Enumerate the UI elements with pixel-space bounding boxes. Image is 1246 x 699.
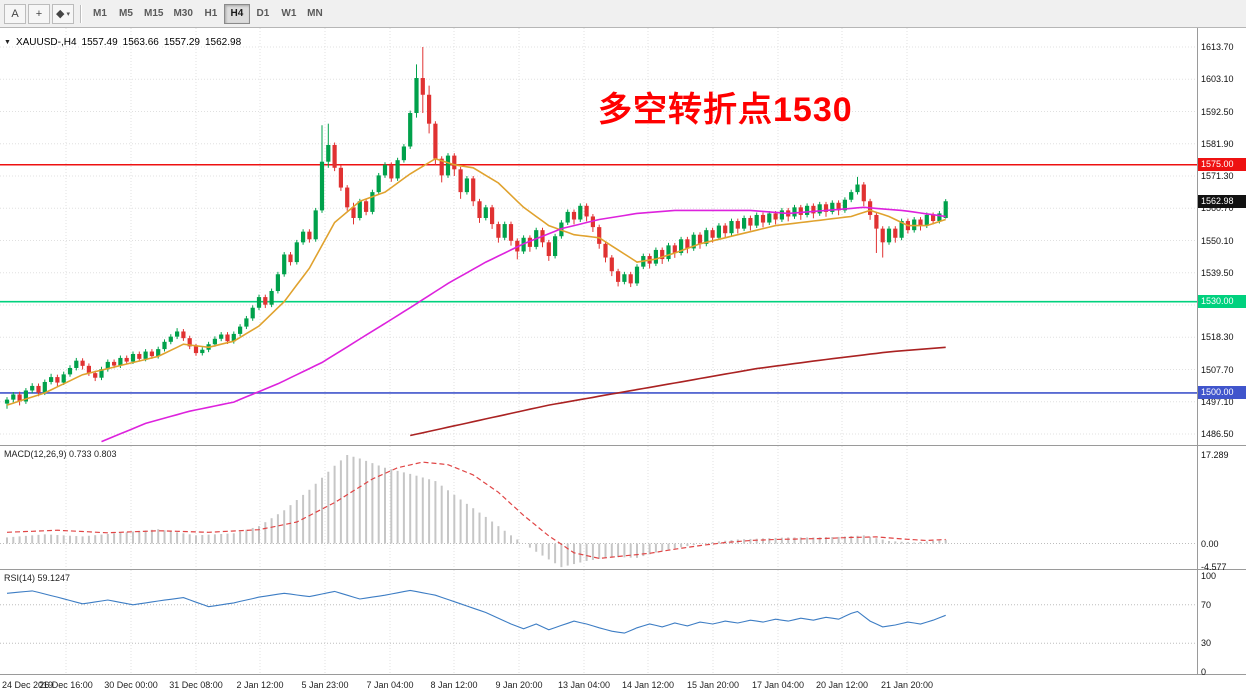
price-tick-label: 1581.90 — [1201, 138, 1234, 149]
rsi-axis[interactable]: 100 70 30 0 — [1197, 570, 1246, 677]
rsi-grid — [0, 570, 1197, 674]
timeframe-button-mn[interactable]: MN — [307, 8, 323, 19]
macd-tick-label: 17.289 — [1201, 450, 1229, 460]
time-tick-label: 14 Jan 12:00 — [621, 680, 675, 690]
rsi-tick-label: 0 — [1201, 667, 1207, 677]
price-tick-label: 1592.50 — [1201, 106, 1234, 117]
timeframe-buttons: M1 M5 M15 M30 H1 H4 D1 W1 MN — [87, 3, 328, 24]
symbol-ohlc-line: ▼ XAUUSD-,H4 1557.49 1563.66 1557.29 156… — [4, 37, 241, 48]
macd-axis[interactable]: 17.289 0.00 -4.577 — [1197, 446, 1246, 572]
rsi-label: RSI(14) 59.1247 — [4, 573, 71, 583]
timeframe-button-d1[interactable]: D1 — [256, 8, 270, 19]
rsi-canvas[interactable] — [0, 570, 1197, 674]
quick-trade-toggle-icon[interactable]: ▼ — [4, 39, 11, 46]
time-tick-label: 30 Dec 00:00 — [104, 680, 158, 690]
price-tick-label: 1539.50 — [1201, 267, 1234, 278]
chart-annotation-text[interactable]: 多空转折点1530 — [598, 91, 853, 129]
ma-slow-darkred — [410, 346, 946, 437]
time-tick-label: 5 Jan 23:00 — [301, 680, 349, 690]
timeframe-button-m1[interactable]: M1 — [93, 8, 107, 19]
price-tick-label: 1497.10 — [1201, 396, 1234, 407]
price-tick-label: 1486.50 — [1201, 429, 1234, 439]
rsi-panel: RSI(14) 59.1247 100 70 30 0 — [0, 570, 1246, 677]
price-axis[interactable]: 1613.70 1603.10 1592.50 1581.90 1571.30 1560.… — [1197, 28, 1246, 445]
macd-signal-line — [6, 461, 946, 560]
price-tick-label: 1507.70 — [1201, 364, 1234, 375]
cursor-tool-button[interactable]: A — [4, 3, 26, 24]
time-tick-label: 17 Jan 04:00 — [751, 680, 805, 690]
price-line-badge-1500.00: 1500.00 — [1198, 386, 1246, 400]
time-tick-label: 7 Jan 04:00 — [366, 680, 414, 690]
time-tick-label: 20 Jan 12:00 — [815, 680, 869, 690]
time-tick-label: 13 Jan 04:00 — [557, 680, 611, 690]
macd-tick-label: -4.577 — [1201, 562, 1227, 572]
tool-buttons: A + ◆ ▾ — [3, 3, 75, 24]
price-tick-label: 1560.70 — [1201, 203, 1234, 214]
macd-grid — [0, 446, 1197, 569]
timeframe-button-w1[interactable]: W1 — [281, 8, 297, 19]
price-line-badge-1575.00: 1575.00 — [1198, 158, 1246, 172]
time-tick-label: 31 Dec 08:00 — [169, 680, 223, 690]
macd-histogram — [6, 454, 947, 568]
objects-dropdown-button[interactable]: ◆ ▾ — [52, 3, 74, 24]
chevron-down-icon: ▾ — [66, 10, 70, 18]
price-tick-label: 1603.10 — [1201, 74, 1234, 85]
macd-canvas[interactable] — [0, 446, 1197, 569]
main-chart-canvas[interactable] — [0, 28, 1197, 445]
rsi-tick-label: 30 — [1201, 638, 1212, 649]
time-tick-label: 24 Dec 2019 — [2, 680, 54, 690]
macd-label: MACD(12,26,9) 0.733 0.803 — [4, 449, 117, 459]
last-price-badge: 1562.98 — [1198, 194, 1246, 208]
rsi-tick-label: 70 — [1201, 599, 1212, 610]
timeframe-button-h1[interactable]: H1 — [204, 8, 218, 19]
ohlc-close: 1562.98 — [204, 37, 242, 48]
price-line-badge-1530.00: 1530.00 — [1198, 295, 1246, 309]
time-axis[interactable]: 24 Dec 2019 26 Dec 16:00 30 Dec 00:00 31 De… — [0, 675, 1246, 699]
ohlc-low: 1557.29 — [163, 37, 200, 48]
toolbar: A + ◆ ▾ M1 M5 M15 M30 H1 H4 D1 W1 MN — [0, 0, 1246, 28]
ma-fast-orange — [6, 157, 946, 406]
main-chart-panel: ▼ XAUUSD-,H4 1557.49 1563.66 1557.29 156… — [0, 28, 1246, 446]
macd-panel: MACD(12,26,9) 0.733 0.803 17.289 0.00 -4.5… — [0, 446, 1246, 572]
ohlc-high: 1563.66 — [122, 37, 159, 48]
price-tick-label: 1571.30 — [1201, 171, 1234, 181]
price-tick-label: 1518.30 — [1201, 332, 1234, 343]
time-tick-label: 9 Jan 20:00 — [495, 680, 543, 690]
rsi-line — [6, 589, 946, 634]
time-tick-label: 21 Jan 20:00 — [880, 680, 934, 690]
timeframe-button-m5[interactable]: M5 — [119, 8, 133, 19]
price-tick-label: 1613.70 — [1201, 42, 1234, 52]
time-tick-label: 26 Dec 16:00 — [39, 680, 93, 690]
timeframe-button-m15[interactable]: M15 — [144, 8, 164, 19]
ohlc-open: 1557.49 — [81, 37, 118, 48]
macd-tick-label: 0.00 — [1201, 538, 1219, 549]
time-tick-label: 8 Jan 12:00 — [430, 680, 478, 690]
ma-mid-magenta — [101, 206, 946, 443]
main-grid — [0, 28, 1197, 445]
timeframe-button-h4[interactable]: H4 — [223, 3, 250, 24]
time-tick-label: 15 Jan 20:00 — [686, 680, 740, 690]
toolbar-separator — [80, 4, 82, 23]
price-tick-label: 1550.10 — [1201, 235, 1234, 246]
symbol-label: XAUUSD-,H4 — [15, 37, 77, 48]
rsi-tick-label: 100 — [1201, 571, 1217, 581]
timeframe-button-m30[interactable]: M30 — [173, 8, 193, 19]
crosshair-tool-button[interactable]: + — [28, 3, 50, 24]
time-tick-label: 2 Jan 12:00 — [236, 680, 284, 690]
